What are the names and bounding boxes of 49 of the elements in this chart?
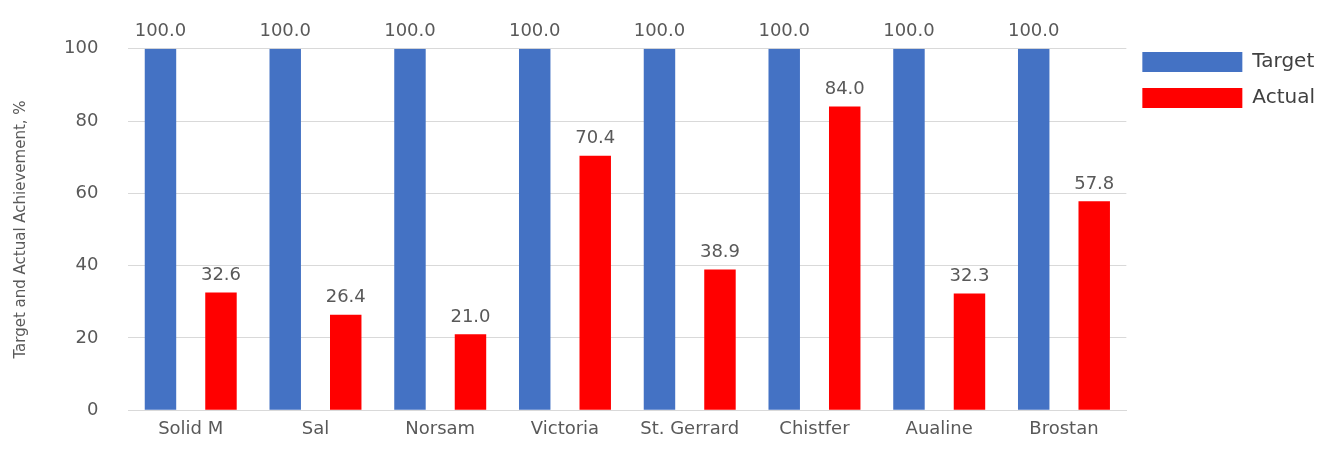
y-tick-label: 0 [86, 397, 99, 419]
x-tick-label: St. Gerrard [640, 416, 740, 438]
data-label: 32.3 [949, 264, 990, 286]
bar [330, 314, 362, 410]
data-label: 100.0 [384, 19, 436, 41]
y-tick-label: 40 [75, 253, 99, 275]
bar [518, 48, 551, 410]
bar [1017, 48, 1050, 410]
x-tick-label: Aualine [905, 416, 973, 438]
y-tick-label: 100 [64, 36, 99, 58]
y-axis-title: Target and Actual Achievement, % [10, 100, 29, 360]
data-label: 32.6 [200, 263, 242, 285]
data-label: 57.8 [1074, 171, 1115, 193]
bar [953, 293, 986, 410]
bar [768, 48, 800, 410]
data-label: 100.0 [508, 19, 561, 41]
bar [454, 334, 487, 410]
x-tick-label: Sal [301, 416, 330, 438]
bar [394, 48, 426, 410]
bar [579, 155, 611, 410]
data-label: 100.0 [259, 19, 311, 41]
x-tick-label: Solid M [158, 416, 224, 438]
bar [144, 48, 177, 410]
x-tick-label: Chistfer [779, 416, 851, 438]
legend-label: Actual [1252, 84, 1315, 109]
data-label: 38.9 [699, 240, 741, 262]
x-tick-label: Norsam [405, 416, 476, 438]
data-label: 100.0 [134, 19, 187, 41]
x-tick-label: Brostan [1029, 416, 1099, 438]
bar [269, 48, 301, 410]
y-tick-label: 60 [75, 181, 99, 203]
bar [1078, 201, 1110, 410]
bar [704, 269, 736, 410]
data-label: 26.4 [325, 285, 366, 307]
data-label: 70.4 [575, 126, 616, 148]
bar [893, 48, 925, 410]
bar [205, 292, 237, 410]
data-label: 100.0 [633, 19, 686, 41]
data-label: 100.0 [883, 19, 935, 41]
data-label: 100.0 [1007, 19, 1060, 41]
x-tick-label: Victoria [530, 416, 600, 438]
legend-label: Target [1251, 48, 1315, 73]
data-label: 100.0 [758, 19, 810, 41]
data-label: 84.0 [824, 77, 865, 99]
y-tick-label: 80 [75, 108, 99, 130]
y-tick-label: 20 [75, 325, 99, 347]
bar [643, 48, 676, 410]
bar [828, 106, 861, 410]
data-label: 21.0 [450, 304, 491, 326]
